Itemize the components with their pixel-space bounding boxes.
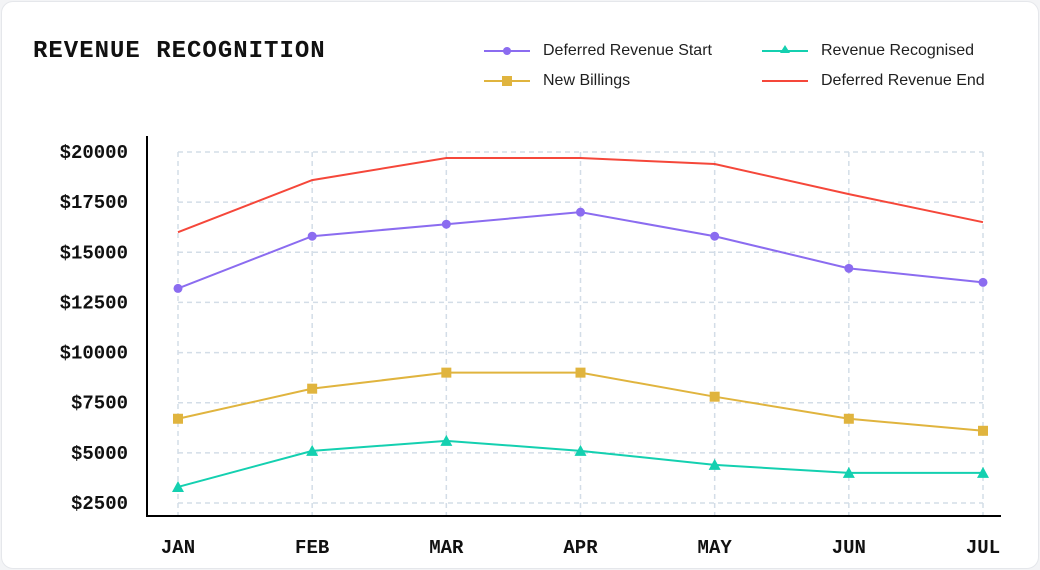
chart-title: REVENUE RECOGNITION xyxy=(33,38,326,65)
y-tick-label: $15000 xyxy=(60,242,128,264)
x-tick-label: APR xyxy=(563,537,598,559)
series-line xyxy=(177,157,984,234)
data-point[interactable] xyxy=(978,425,988,436)
legend-circle-marker-icon xyxy=(484,47,530,55)
legend-label: New Billings xyxy=(543,72,631,89)
x-tick-label: MAR xyxy=(429,537,464,559)
data-point[interactable] xyxy=(173,283,183,293)
data-point[interactable] xyxy=(708,458,721,470)
x-tick-label: FEB xyxy=(295,537,329,559)
data-point[interactable] xyxy=(574,444,587,456)
legend-item-deferred-revenue-end[interactable]: Deferred Revenue End xyxy=(761,72,985,90)
x-tick-label: JUN xyxy=(832,537,866,559)
y-tick-label: $12500 xyxy=(60,292,128,314)
y-tick-label: $7500 xyxy=(71,393,128,415)
y-tick-label: $17500 xyxy=(60,192,128,214)
data-point[interactable] xyxy=(173,413,183,424)
data-point[interactable] xyxy=(710,231,720,241)
data-point[interactable] xyxy=(440,434,453,446)
data-point[interactable] xyxy=(575,367,586,378)
data-point[interactable] xyxy=(307,231,317,241)
legend-square-marker-icon xyxy=(484,76,530,86)
data-point[interactable] xyxy=(709,391,720,402)
data-point[interactable] xyxy=(441,219,451,229)
x-tick-label: JAN xyxy=(161,537,195,559)
x-tick-label: MAY xyxy=(698,537,733,559)
y-tick-label: $20000 xyxy=(60,142,128,164)
y-tick-label: $5000 xyxy=(71,443,128,465)
data-point[interactable] xyxy=(978,277,988,287)
legend-label: Deferred Revenue Start xyxy=(543,42,712,59)
y-tick-labels: $2500 $5000 $7500 $10000 $12500 $15000 $17500 $… xyxy=(60,142,128,515)
legend-item-revenue-recognised[interactable]: Revenue Recognised xyxy=(761,42,974,60)
data-point[interactable] xyxy=(842,466,855,478)
y-tick-label: $2500 xyxy=(71,493,128,515)
series-deferred-revenue-end xyxy=(177,157,984,234)
series-line xyxy=(177,211,984,290)
series-revenue-recognised xyxy=(172,434,989,492)
data-point[interactable] xyxy=(172,480,184,492)
data-point[interactable] xyxy=(307,383,318,394)
x-tick-labels: JAN FEB MAR APR MAY JUN JUL xyxy=(161,537,1000,559)
legend-item-deferred-revenue-start[interactable]: Deferred Revenue Start xyxy=(483,42,712,60)
series-group xyxy=(172,157,989,492)
legend-label: Revenue Recognised xyxy=(821,42,974,59)
data-point[interactable] xyxy=(843,413,854,424)
data-point[interactable] xyxy=(441,367,452,378)
y-tick-label: $10000 xyxy=(60,343,128,365)
series-new-billings xyxy=(173,367,988,436)
x-tick-label: JUL xyxy=(966,537,1000,559)
legend-label: Deferred Revenue End xyxy=(821,72,985,89)
data-point[interactable] xyxy=(977,466,989,478)
grid xyxy=(177,151,984,515)
series-deferred-revenue-start xyxy=(173,207,988,293)
data-point[interactable] xyxy=(306,444,319,456)
data-point[interactable] xyxy=(844,263,854,273)
legend-triangle-marker-icon xyxy=(762,45,808,53)
legend-line-icon xyxy=(762,80,808,82)
legend-item-new-billings[interactable]: New Billings xyxy=(483,72,630,90)
data-point[interactable] xyxy=(576,207,585,217)
